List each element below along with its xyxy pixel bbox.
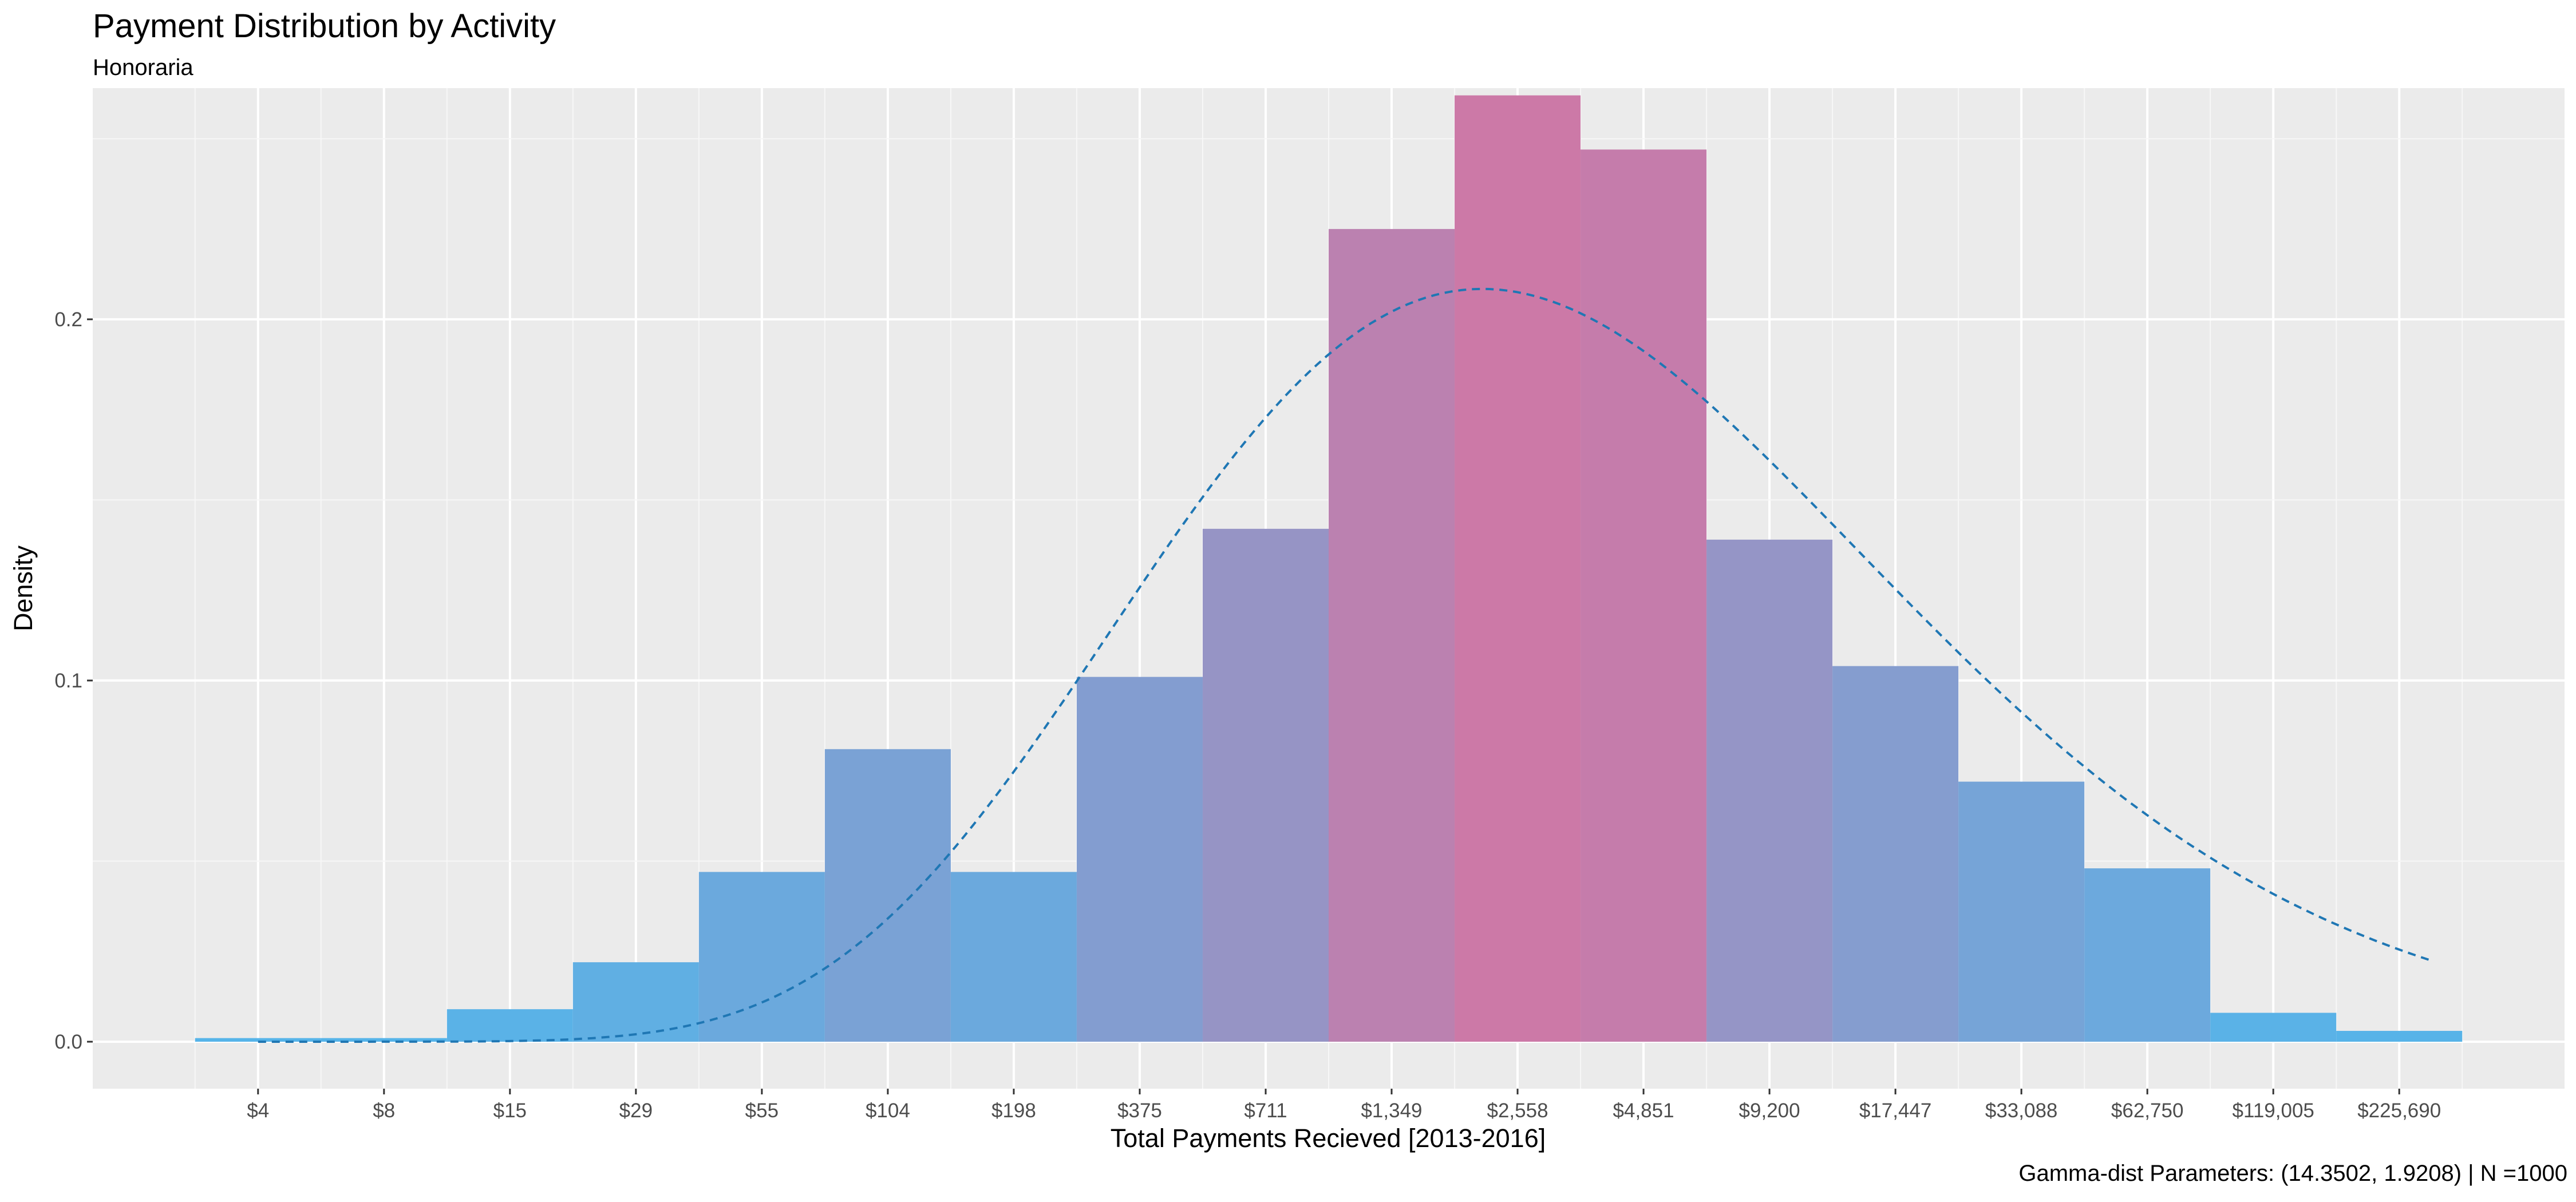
x-tick-label: $9,200 — [1739, 1100, 1800, 1122]
y-tick-label: 0.1 — [54, 670, 82, 692]
histogram-bar — [1706, 539, 1833, 1042]
histogram-bar — [1958, 781, 2085, 1042]
x-tick-label: $1,349 — [1361, 1100, 1422, 1122]
histogram-bar — [1455, 95, 1581, 1042]
y-axis: 0.0 0.1 0.2 — [54, 309, 93, 1053]
x-tick-label: $104 — [866, 1100, 910, 1122]
x-tick-label: $15 — [493, 1100, 527, 1122]
histogram-bar — [572, 962, 699, 1042]
x-tick-label: $119,005 — [2232, 1100, 2314, 1122]
histogram-bar — [2210, 1013, 2337, 1042]
chart-title: Payment Distribution by Activity — [93, 7, 556, 45]
chart-subtitle: Honoraria — [93, 55, 193, 80]
x-tick-label: $198 — [991, 1100, 1036, 1122]
x-tick-label: $4 — [247, 1100, 269, 1122]
histogram-bar — [824, 749, 951, 1042]
x-tick-label: $4,851 — [1613, 1100, 1674, 1122]
histogram-bar — [1329, 229, 1455, 1042]
x-tick-label: $375 — [1117, 1100, 1162, 1122]
histogram-bar — [1202, 528, 1329, 1042]
histogram-bar — [195, 1038, 321, 1042]
x-tick-label: $711 — [1244, 1100, 1287, 1122]
histogram-bar — [321, 1038, 447, 1042]
x-axis: $4 $8 $15 $29 $55 $104 $198 $375 $711 $1,349 $2,55… — [247, 1089, 2441, 1122]
x-tick-label: $8 — [373, 1100, 395, 1122]
histogram-bars — [195, 95, 2463, 1042]
histogram-bar — [1581, 149, 1707, 1042]
x-tick-label: $33,088 — [1985, 1100, 2058, 1122]
histogram-bar — [1832, 666, 1959, 1042]
x-tick-label: $62,750 — [2111, 1100, 2184, 1122]
y-tick-label: 0.0 — [54, 1031, 82, 1053]
gamma-density-curve — [258, 287, 2431, 1043]
histogram-bar — [1076, 677, 1203, 1042]
histogram-bar — [447, 1009, 573, 1042]
x-tick-label: $17,447 — [1859, 1100, 1932, 1122]
chart-caption: Gamma-dist Parameters: (14.3502, 1.9208)… — [2018, 1161, 2567, 1186]
x-tick-label: $225,690 — [2357, 1100, 2441, 1122]
x-tick-label: $29 — [619, 1100, 653, 1122]
x-axis-title: Total Payments Recieved [2013-2016] — [1111, 1124, 1546, 1153]
histogram-bar — [2084, 868, 2211, 1042]
histogram-bar — [2336, 1031, 2463, 1042]
histogram-bar — [950, 872, 1077, 1042]
histogram-bar — [698, 872, 825, 1042]
y-axis-title: Density — [9, 545, 38, 631]
x-tick-label: $2,558 — [1487, 1100, 1548, 1122]
y-tick-label: 0.2 — [54, 309, 82, 331]
x-tick-label: $55 — [745, 1100, 779, 1122]
